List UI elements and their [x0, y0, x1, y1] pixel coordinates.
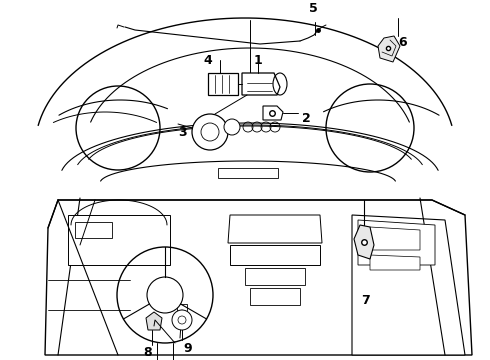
Polygon shape [370, 255, 420, 270]
Polygon shape [218, 168, 278, 178]
Text: 5: 5 [309, 3, 318, 15]
Text: 2: 2 [302, 112, 310, 125]
Polygon shape [177, 304, 187, 312]
Polygon shape [352, 215, 465, 355]
Polygon shape [228, 215, 322, 243]
Text: 9: 9 [184, 342, 192, 356]
Polygon shape [263, 106, 283, 120]
Polygon shape [245, 268, 305, 285]
Polygon shape [75, 222, 112, 238]
Polygon shape [378, 36, 400, 62]
Text: 6: 6 [399, 36, 407, 49]
Text: 7: 7 [361, 293, 369, 306]
Polygon shape [370, 227, 420, 250]
Polygon shape [358, 220, 435, 265]
Polygon shape [230, 245, 320, 265]
Circle shape [147, 277, 183, 313]
Polygon shape [250, 288, 300, 305]
Circle shape [172, 310, 192, 330]
Text: 4: 4 [204, 54, 212, 67]
Polygon shape [146, 312, 162, 330]
Text: 8: 8 [144, 346, 152, 359]
Polygon shape [242, 73, 280, 95]
Circle shape [192, 114, 228, 150]
Text: 3: 3 [178, 126, 186, 139]
Polygon shape [45, 200, 472, 355]
Polygon shape [354, 225, 374, 259]
Circle shape [224, 119, 240, 135]
Text: 1: 1 [254, 54, 262, 67]
Polygon shape [68, 215, 170, 265]
Polygon shape [208, 73, 238, 95]
